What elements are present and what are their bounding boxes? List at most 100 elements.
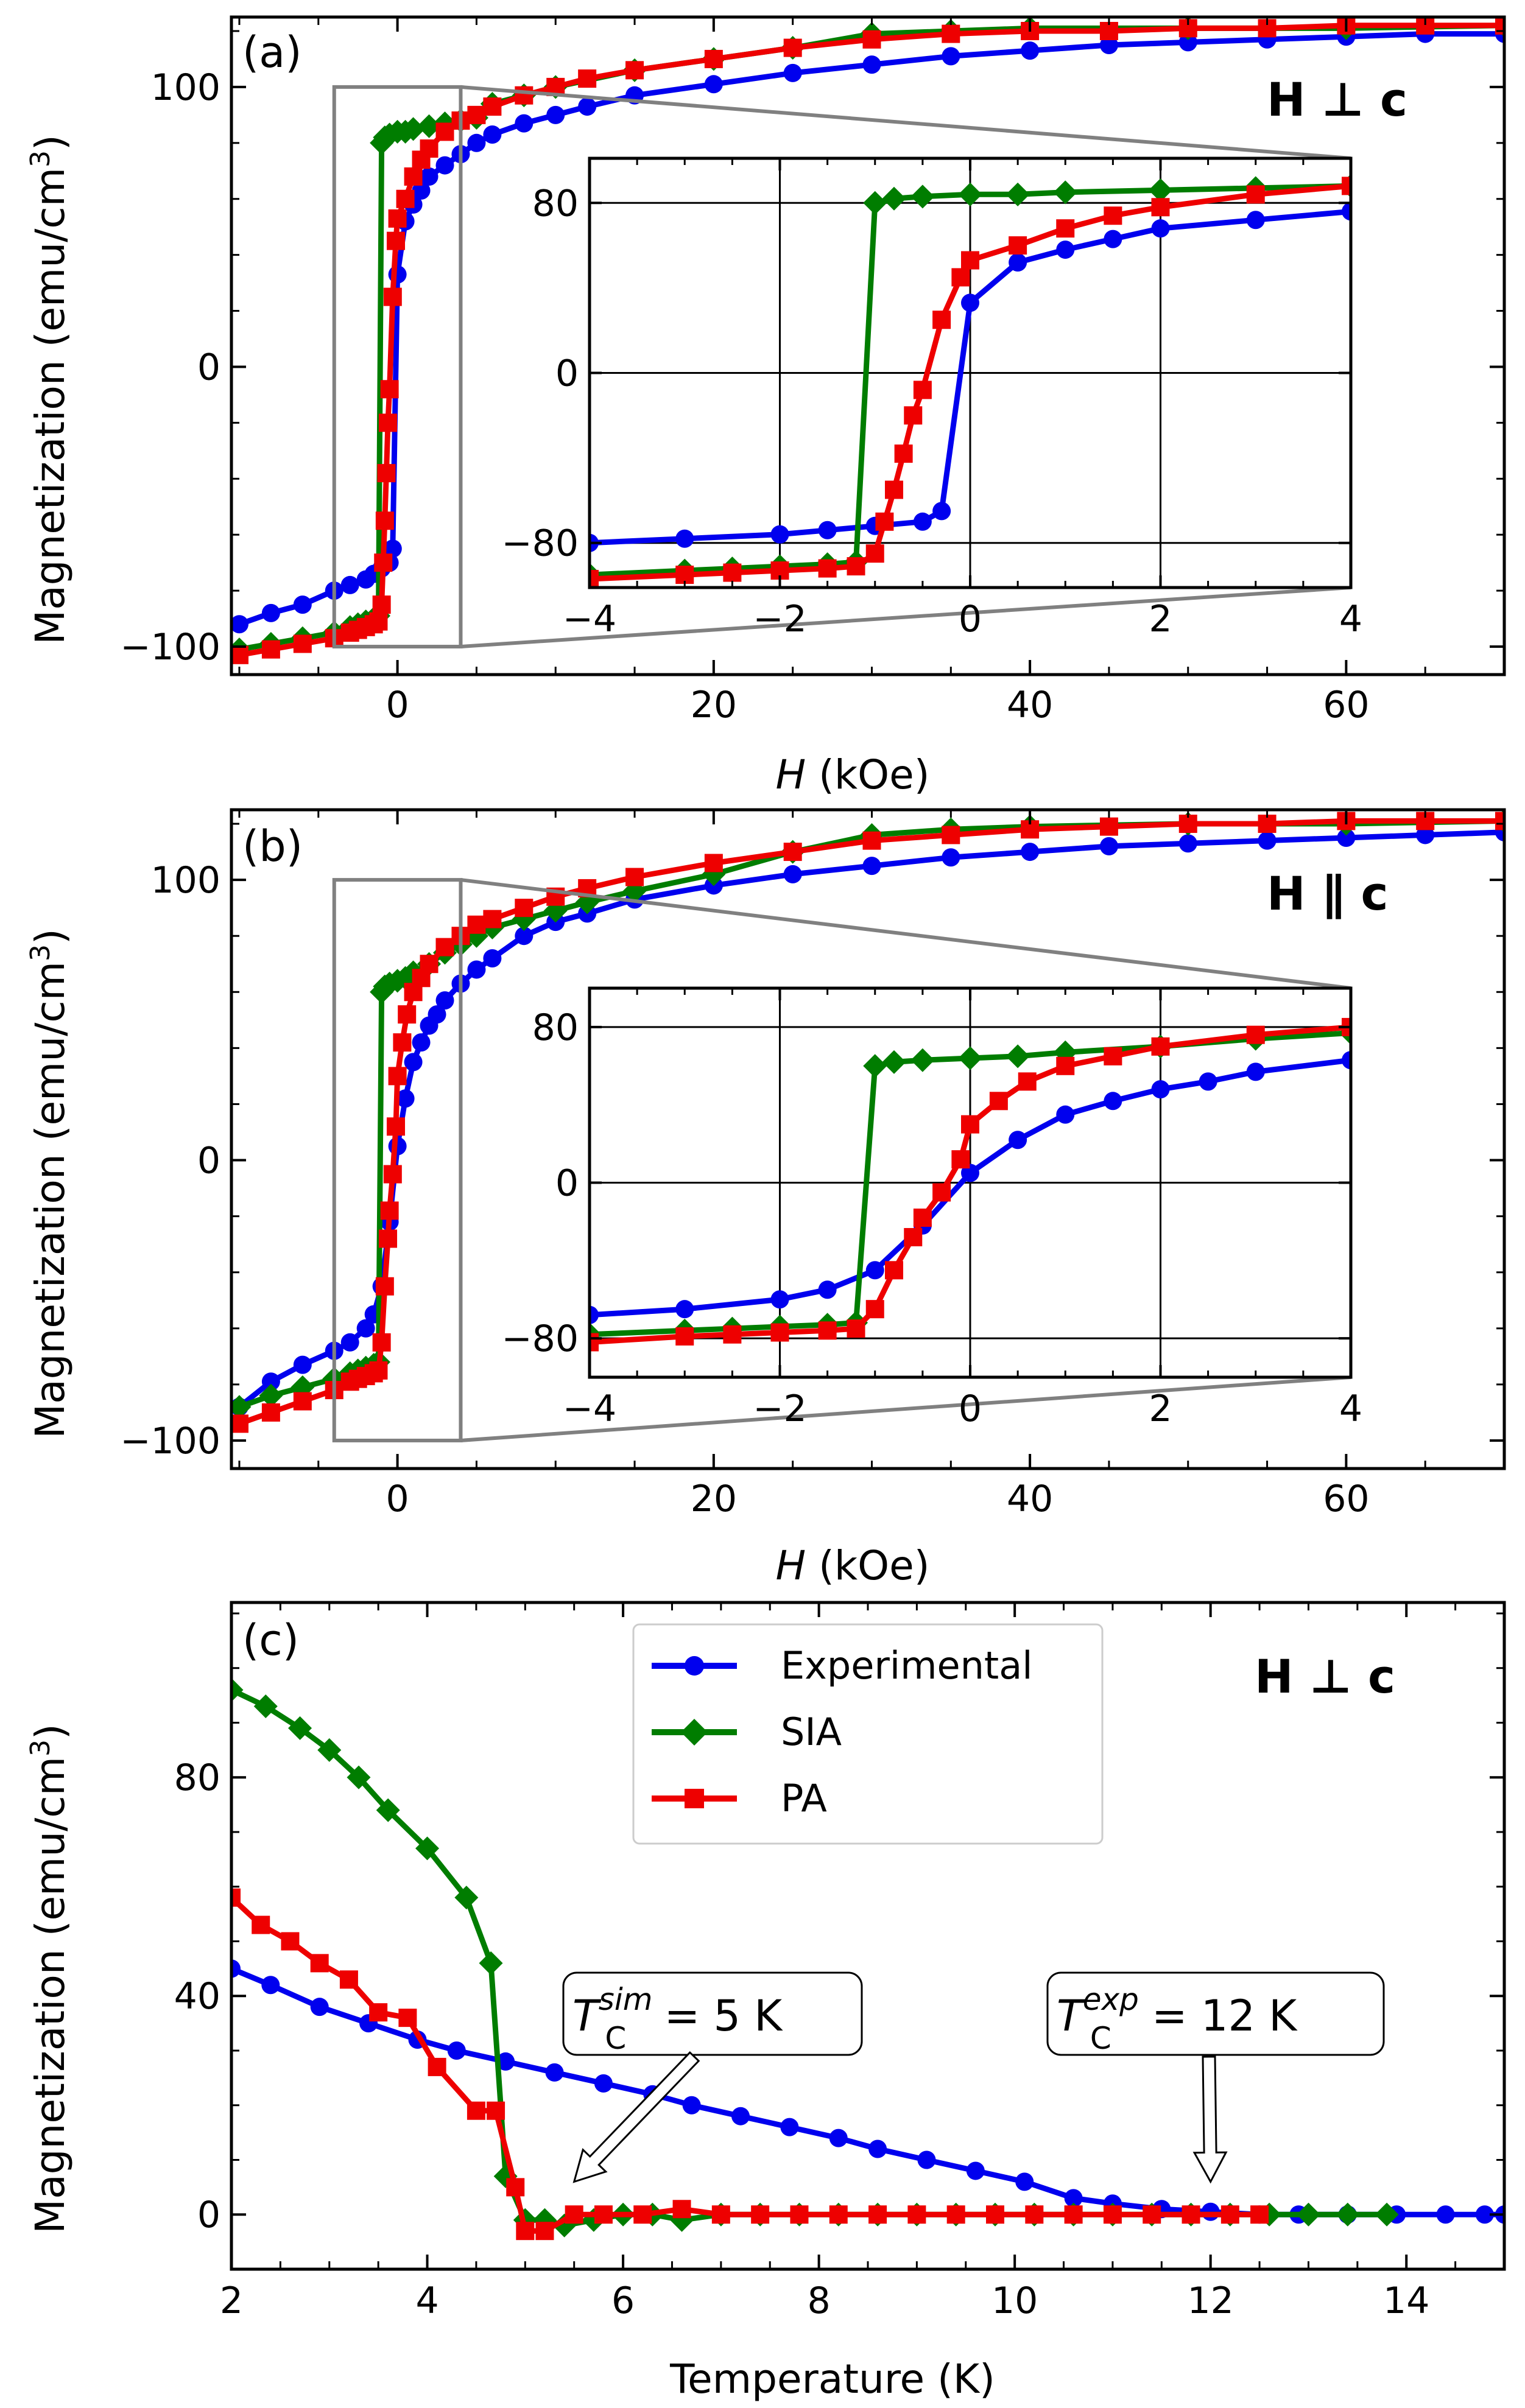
panel-a-inset-point-experimental xyxy=(1009,253,1027,272)
panel-b-inset-point-pa xyxy=(932,1183,951,1202)
panel-b-inset-point-pa xyxy=(951,1150,970,1169)
callout-tc-sim: Tsim C = 5 K xyxy=(562,1971,863,2056)
panel-b-point-pa xyxy=(783,843,802,862)
panel-a-inset-xtick-label: 4 xyxy=(1339,598,1362,641)
panel-a-point-experimental xyxy=(942,47,960,66)
panel-a-point-pa xyxy=(374,553,393,572)
panel-a-inset-point-experimental xyxy=(932,502,951,521)
panel-c-xtick-label: 6 xyxy=(611,2280,635,2322)
panel-c-point-pa xyxy=(1182,2205,1200,2224)
panel-a-inset-frame xyxy=(588,156,1353,589)
panel-a-point-pa xyxy=(293,634,312,653)
panel-b-point-pa xyxy=(231,1414,248,1433)
panel-b-xtick-label: 60 xyxy=(1323,1478,1369,1520)
panel-c-data xyxy=(231,1678,1504,2241)
panel-c-point-pa xyxy=(310,1954,329,1973)
panel-b-point-experimental xyxy=(515,927,534,946)
panel-b-inset-point-pa xyxy=(865,1300,884,1319)
panel-b-inset: −4 −2 0 2 4 −80 0 80 xyxy=(501,986,1362,1430)
panel-b-ytick-label: 0 xyxy=(197,1140,220,1182)
panel-a-point-pa xyxy=(379,413,398,432)
panel-b-point-experimental xyxy=(942,848,960,867)
panel-a-point-experimental xyxy=(383,539,402,558)
panel-c-point-pa xyxy=(1103,2205,1122,2224)
panel-a-inset-point-experimental xyxy=(1246,211,1265,230)
panel-a-point-experimental xyxy=(1021,41,1040,60)
panel-c-point-pa xyxy=(672,2200,691,2219)
panel-b-inset-point-sia xyxy=(863,1054,887,1078)
callout-tc-sim-text: Tsim C = 5 K xyxy=(572,1982,783,2056)
panel-b-point-sia xyxy=(259,1383,283,1408)
panel-a-inset-point-pa xyxy=(913,381,932,399)
panel-c-point-sia xyxy=(288,1716,312,1740)
panel-b-series-group xyxy=(231,810,1504,1433)
panel-a-inset-point-pa xyxy=(1151,198,1170,217)
panel-c-point-experimental xyxy=(545,2063,564,2082)
panel-b-point-pa xyxy=(383,1165,402,1184)
panel-a-xtick-label: 20 xyxy=(691,684,737,726)
panel-a-inset-xtick-label: −2 xyxy=(753,598,806,641)
panel-c-point-pa xyxy=(281,1932,300,1951)
panel-a-ylabel: Magnetization (emu/cm3) xyxy=(25,135,74,644)
panel-b-point-pa xyxy=(398,1005,417,1024)
panel-b-point-experimental xyxy=(1337,829,1356,848)
panel-a-inset-xtick-label: 0 xyxy=(959,598,982,641)
panel-a-inset-point-sia xyxy=(958,182,982,206)
legend-label-pa: PA xyxy=(781,1776,827,1820)
panel-a-inset-point-pa xyxy=(961,251,979,270)
panel-a-inset-ytick-label: −80 xyxy=(501,522,579,565)
panel-c-point-pa xyxy=(487,2101,505,2120)
panel-a-inset-point-pa xyxy=(904,406,923,425)
panel-b-point-pa xyxy=(625,868,644,886)
panel-a-point-experimental xyxy=(420,167,438,186)
panel-a-point-sia xyxy=(417,114,442,138)
panel-a-inset-point-sia xyxy=(1149,178,1172,202)
panel-a-point-pa xyxy=(435,122,454,141)
panel-b-inset-series-group xyxy=(590,1017,1351,1352)
panel-a-point-experimental xyxy=(515,114,534,133)
panel-c-point-sia xyxy=(231,1678,244,1702)
panel-b-point-pa xyxy=(1099,817,1118,836)
panel-a-inset-point-sia xyxy=(1006,182,1030,206)
panel-a-zoom-connector-bottom xyxy=(460,586,1351,649)
panel-a-data xyxy=(231,17,1504,664)
callout-tc-exp-arrow xyxy=(1192,2055,1228,2184)
panel-b-inset-point-experimental xyxy=(1104,1092,1122,1111)
panel-b-inset-point-experimental xyxy=(1056,1105,1075,1124)
callout-tc-exp: Texp C = 12 K xyxy=(1046,1971,1385,2056)
panel-c-point-experimental xyxy=(310,1998,329,2017)
panel-c-point-pa xyxy=(594,2205,613,2224)
panel-c-ylabel: Magnetization (emu/cm3) xyxy=(25,1724,74,2233)
panel-a-xtick-label: 40 xyxy=(1007,684,1053,726)
panel-a-inset-point-sia xyxy=(1053,180,1077,205)
panel-b-inset-point-pa xyxy=(885,1261,903,1280)
panel-b-ylabel: Magnetization (emu/cm3) xyxy=(25,928,74,1438)
panel-b-point-experimental xyxy=(1021,843,1040,862)
panel-b-point-pa xyxy=(379,1229,398,1248)
panel-b-point-experimental xyxy=(293,1355,312,1374)
panel-c-point-experimental xyxy=(682,2096,701,2115)
panel-c-point-pa xyxy=(790,2205,809,2224)
panel-c-callout-arrows xyxy=(572,2051,1228,2184)
panel-c-point-pa xyxy=(516,2222,535,2241)
panel-b-field-orientation: H ∥ c xyxy=(1267,866,1389,921)
panel-b-point-experimental xyxy=(356,1319,375,1338)
panel-a-point-pa xyxy=(578,69,597,88)
panel-c-xtick-label: 2 xyxy=(220,2280,243,2322)
panel-b-inset-point-pa xyxy=(675,1327,694,1346)
panel-a-inset-point-pa xyxy=(1342,177,1351,195)
panel-a-point-pa xyxy=(372,595,391,614)
panel-c-point-experimental xyxy=(917,2150,936,2169)
panel-b-inset-line-pa xyxy=(590,1024,1351,1346)
panel-b-inset-point-sia xyxy=(1006,1044,1030,1069)
panel-a-point-experimental xyxy=(435,156,454,175)
panel-b-point-pa xyxy=(380,1201,399,1220)
panel-c-point-pa xyxy=(1250,2205,1269,2224)
panel-a-inset-point-pa xyxy=(885,480,903,499)
panel-a-point-pa xyxy=(387,231,406,250)
panel-a-field-orientation: H ⊥ c xyxy=(1267,72,1407,127)
panel-a-point-pa xyxy=(483,97,502,116)
panel-a-xtick-label: 0 xyxy=(386,684,409,726)
